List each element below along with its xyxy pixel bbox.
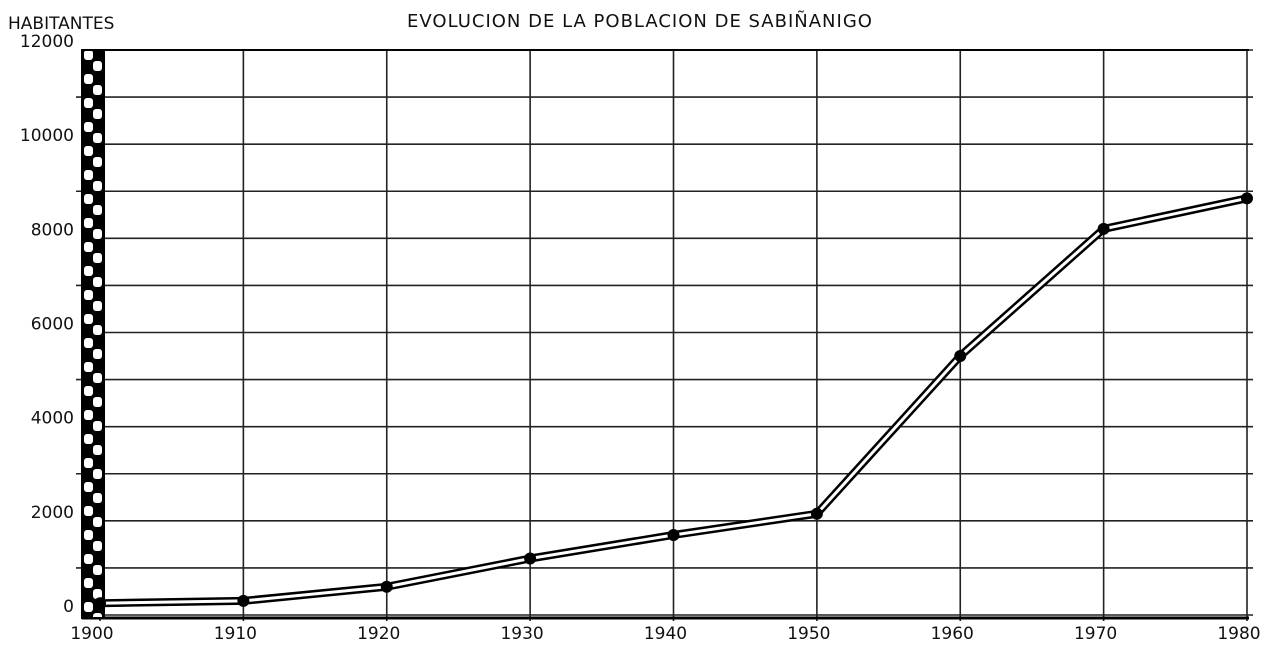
y-axis-label: HABITANTES — [8, 14, 114, 34]
y-axis-bar — [81, 49, 105, 619]
x-tick-label: 1980 — [1217, 624, 1260, 644]
data-point — [94, 597, 106, 610]
data-point — [1097, 222, 1110, 235]
x-tick-label: 1900 — [70, 624, 113, 644]
data-point — [1241, 192, 1253, 205]
x-tick-label: 1960 — [931, 624, 974, 644]
marks — [94, 192, 1253, 610]
x-tick-label: 1940 — [644, 624, 687, 644]
y-tick-label: 0 — [63, 597, 74, 617]
x-tick-label: 1950 — [787, 624, 830, 644]
x-tick-label: 1970 — [1074, 624, 1117, 644]
chart-title: EVOLUCION DE LA POBLACION DE SABIÑANIGO — [407, 10, 873, 32]
y-tick-label: 10000 — [20, 126, 74, 146]
x-tick-label: 1920 — [357, 624, 400, 644]
y-tick-label: 12000 — [20, 32, 74, 52]
data-point — [524, 552, 537, 565]
x-tick-label: 1910 — [214, 624, 257, 644]
x-tick-label: 1930 — [500, 624, 543, 644]
data-point — [380, 580, 393, 593]
data-point — [810, 507, 823, 520]
y-tick-label: 6000 — [31, 315, 74, 335]
y-tick-label: 4000 — [31, 409, 74, 429]
data-point — [667, 528, 680, 541]
data-point — [954, 350, 967, 363]
y-tick-label: 2000 — [31, 503, 74, 523]
data-point — [237, 594, 250, 607]
y-tick-label: 8000 — [31, 220, 74, 240]
